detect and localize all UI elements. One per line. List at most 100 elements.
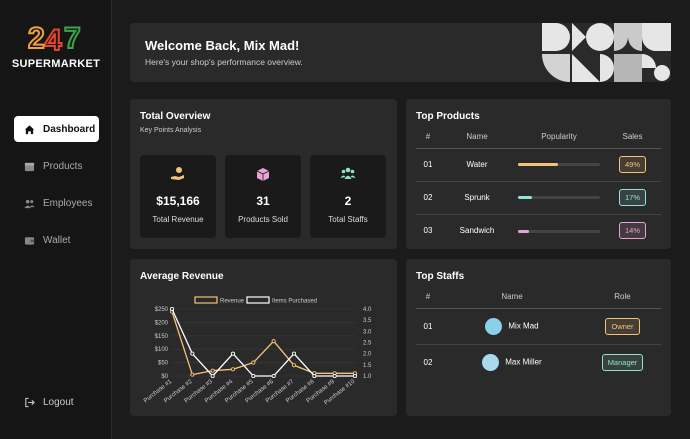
logout-label: Logout xyxy=(43,397,74,408)
money-hand-icon xyxy=(171,167,184,180)
row-rank: 02 xyxy=(416,181,440,215)
nav-products[interactable]: Products xyxy=(14,153,99,179)
row-name: Sandwich xyxy=(459,226,495,236)
table-row[interactable]: 02 Max Miller Manager xyxy=(416,344,661,380)
stat-value: $15,166 xyxy=(156,194,200,208)
col-rank: # xyxy=(416,286,440,309)
legend-swatch xyxy=(246,296,270,304)
total-overview-card: Total Overview Key Points Analysis $15,1… xyxy=(130,99,397,249)
users-icon xyxy=(340,167,356,179)
table-row[interactable]: 03 Sandwich 14% xyxy=(416,214,661,247)
col-name: Name xyxy=(440,286,584,309)
welcome-title: Welcome Back, Mix Mad! xyxy=(145,38,300,53)
right-tick-label: 4.0 xyxy=(363,307,372,313)
col-sales: Sales xyxy=(604,126,661,149)
table-row[interactable]: 02 Sprunk 17% xyxy=(416,181,661,215)
top-products-title: Top Products xyxy=(416,111,480,122)
legend-swatch xyxy=(194,296,218,304)
col-name: Name xyxy=(440,126,514,149)
data-point xyxy=(271,339,276,344)
data-point xyxy=(190,351,195,356)
popularity-bar xyxy=(518,163,600,167)
table-row[interactable]: 01 Mix Mad Owner xyxy=(416,308,661,345)
nav-dashboard-label: Dashboard xyxy=(43,123,96,135)
left-tick-label: $100 xyxy=(155,347,169,353)
left-tick-label: $250 xyxy=(155,307,169,313)
left-tick-label: $200 xyxy=(155,320,169,326)
popularity-fill xyxy=(518,163,559,167)
data-point xyxy=(230,351,236,356)
legend-label: Items Purchased xyxy=(272,299,317,305)
row-name: Water xyxy=(440,148,514,182)
nav-products-label: Products xyxy=(43,160,83,172)
row-name: Sprunk xyxy=(440,181,514,215)
right-tick-label: 1.0 xyxy=(363,374,372,380)
top-staffs-card: Top Staffs # Name Role 01 Mix Mad Owner … xyxy=(406,259,671,416)
brand-logo: 2 4 7 xyxy=(27,21,82,54)
staff-name: Max Miller xyxy=(505,357,542,367)
nav-wallet[interactable]: Wallet xyxy=(14,227,99,253)
box-icon xyxy=(256,168,270,181)
popularity-fill xyxy=(518,229,530,233)
logout-icon xyxy=(25,397,35,408)
series-line xyxy=(171,311,355,376)
sales-badge: 49% xyxy=(618,156,646,173)
data-point xyxy=(271,373,276,379)
home-icon xyxy=(24,124,35,134)
stat-total-staffs: 2 Total Staffs xyxy=(310,155,386,238)
logout-button[interactable]: Logout xyxy=(24,397,74,408)
svg-text:2: 2 xyxy=(28,22,45,54)
series-line xyxy=(171,308,355,377)
right-tick-label: 1.5 xyxy=(363,363,372,369)
right-tick-label: 3.5 xyxy=(363,318,372,324)
sales-badge: 17% xyxy=(618,189,646,206)
data-point xyxy=(169,306,175,312)
popularity-bar xyxy=(518,196,600,200)
top-products-table: # Name Popularity Sales 01 Water 49% 02 … xyxy=(416,126,661,247)
svg-text:4: 4 xyxy=(45,24,62,54)
table-row[interactable]: 01 Water 49% xyxy=(416,148,661,182)
avatar xyxy=(485,317,503,335)
welcome-banner: Welcome Back, Mix Mad! Here's your shop'… xyxy=(130,23,671,82)
data-point xyxy=(291,351,297,356)
data-point xyxy=(251,373,256,379)
welcome-subtitle: Here's your shop's performance overview. xyxy=(145,57,303,67)
overview-subtitle: Key Points Analysis xyxy=(140,127,202,134)
left-tick-label: $50 xyxy=(158,361,169,367)
brand-name: SUPERMARKET xyxy=(11,58,101,70)
stat-label: Products Sold xyxy=(238,215,288,224)
stat-label: Total Staffs xyxy=(328,215,368,224)
right-tick-label: 2.0 xyxy=(363,352,372,358)
col-rank: # xyxy=(416,126,440,149)
row-rank: 03 xyxy=(423,226,433,236)
staff-name: Mix Mad xyxy=(508,321,539,331)
nav-employees-label: Employees xyxy=(43,197,93,209)
decorative-pattern xyxy=(542,23,671,82)
sidebar: 2 4 7 SUPERMARKET Dashboard Products Emp… xyxy=(0,0,112,439)
overview-title: Total Overview xyxy=(140,111,211,122)
stat-value: 2 xyxy=(344,194,352,208)
data-point xyxy=(190,372,195,377)
average-revenue-chart: $0 $50 $100 $150 $200 $250 1.0 1.5 2.0 2.5 3.0 3.5 4… xyxy=(143,296,372,406)
nav-employees[interactable]: Employees xyxy=(14,190,99,216)
row-rank: 01 xyxy=(416,148,440,182)
role-badge: Manager xyxy=(601,353,644,371)
popularity-fill xyxy=(518,196,532,200)
row-rank: 02 xyxy=(423,357,433,367)
popularity-bar xyxy=(518,229,600,233)
data-point xyxy=(332,373,337,379)
box-icon xyxy=(24,162,35,171)
right-tick-label: 3.0 xyxy=(363,329,372,335)
data-point xyxy=(291,363,297,368)
left-tick-label: $150 xyxy=(155,334,169,340)
nav-dashboard[interactable]: Dashboard xyxy=(14,116,99,142)
col-popularity: Popularity xyxy=(514,126,604,149)
stat-value: 31 xyxy=(256,194,270,208)
svg-text:7: 7 xyxy=(64,22,81,54)
role-badge: Owner xyxy=(605,317,640,335)
top-products-card: Top Products # Name Popularity Sales 01 … xyxy=(406,99,671,249)
data-point xyxy=(230,367,236,372)
right-tick-label: 2.5 xyxy=(363,341,372,347)
left-tick-label: $0 xyxy=(161,374,168,380)
average-revenue-title: Average Revenue xyxy=(140,271,224,282)
